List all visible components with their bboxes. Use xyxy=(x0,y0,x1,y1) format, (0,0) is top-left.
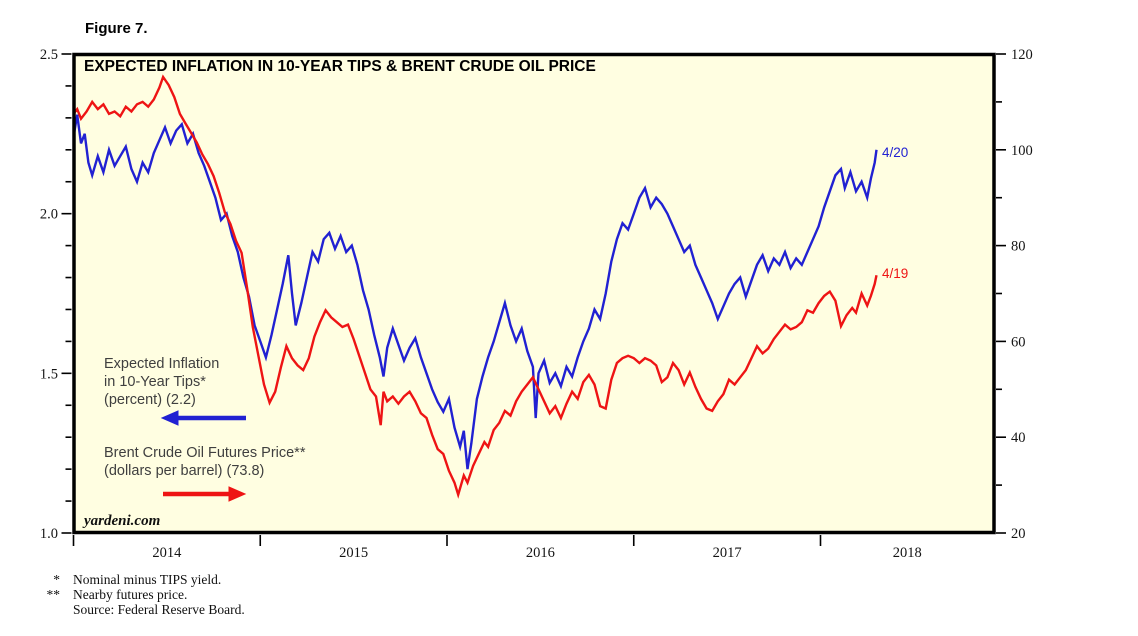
watermark: yardeni.com xyxy=(82,513,160,529)
legend-brent-line2: (dollars per barrel) (73.8) xyxy=(104,463,264,479)
legend-tips-line3: (percent) (2.2) xyxy=(104,392,196,408)
x-axis-year-label: 2014 xyxy=(152,545,182,561)
figure-label: Figure 7. xyxy=(85,20,148,37)
legend-tips: Expected Inflation in 10-Year Tips* (per… xyxy=(104,356,246,426)
footnote-marker-1: * xyxy=(53,572,60,587)
brent-right-arrow-icon xyxy=(163,486,247,502)
series-lines xyxy=(74,74,878,499)
legend-tips-line1: Expected Inflation xyxy=(104,356,219,372)
footnote-marker-2: ** xyxy=(47,587,61,602)
footnotes: * Nominal minus TIPS yield. ** Nearby fu… xyxy=(47,572,245,617)
footnote-text-1: Nominal minus TIPS yield. xyxy=(73,572,221,587)
left-axis-tick-label: 1.5 xyxy=(40,366,58,382)
right-axis-tick-label: 40 xyxy=(1011,430,1026,446)
x-axis-year-label: 2017 xyxy=(713,545,742,561)
plot-frame xyxy=(72,52,996,535)
legend-brent-line1: Brent Crude Oil Futures Price** xyxy=(104,445,306,461)
left-axis-tick-label: 1.0 xyxy=(40,526,58,542)
tips-end-date-label: 4/20 xyxy=(882,145,908,160)
brent-end-date-label: 4/19 xyxy=(882,266,908,281)
series-line-brent xyxy=(74,74,878,499)
left-axis-tick-label: 2.0 xyxy=(40,207,58,223)
legend-tips-line2: in 10-Year Tips* xyxy=(104,374,206,390)
plot-background xyxy=(75,55,993,532)
axis-ticks: 1.0 1.5 2.0 2.5 20 40 60 80 100 120 2014 2015 2016 20… xyxy=(40,47,1033,561)
right-axis-tick-label: 100 xyxy=(1011,143,1033,159)
tips-left-arrow-icon xyxy=(160,410,246,426)
x-axis-year-label: 2018 xyxy=(893,545,922,561)
footnote-text-2: Nearby futures price. xyxy=(73,587,187,602)
x-axis-year-label: 2016 xyxy=(526,545,555,561)
right-axis-tick-label: 60 xyxy=(1011,334,1026,350)
legend-brent: Brent Crude Oil Futures Price** (dollars… xyxy=(104,445,306,502)
right-axis-tick-label: 80 xyxy=(1011,239,1026,255)
footnote-text-source: Source: Federal Reserve Board. xyxy=(73,602,245,617)
x-axis-year-label: 2015 xyxy=(339,545,368,561)
chart-title: EXPECTED INFLATION IN 10-YEAR TIPS & BRE… xyxy=(84,58,596,75)
series-line-tips xyxy=(74,114,878,470)
right-axis-tick-label: 20 xyxy=(1011,526,1026,542)
right-axis-tick-label: 120 xyxy=(1011,47,1033,63)
left-axis-tick-label: 2.5 xyxy=(40,47,58,63)
